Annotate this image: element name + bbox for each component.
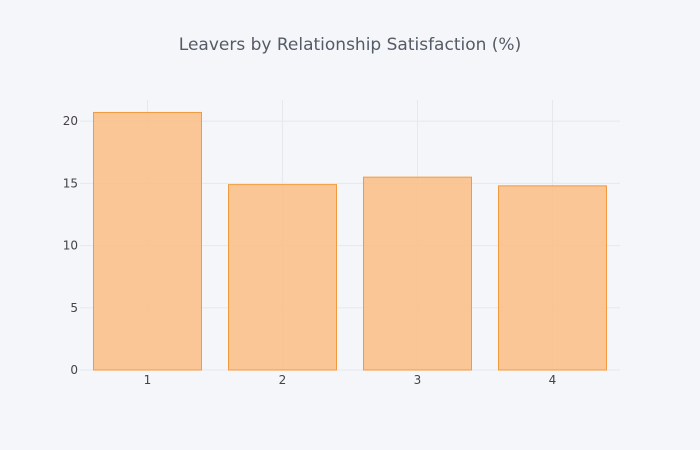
y-tick-label: 5 — [70, 301, 78, 315]
y-tick-label: 10 — [63, 239, 78, 253]
x-tick-label: 1 — [144, 373, 152, 387]
chart-title: Leavers by Relationship Satisfaction (%) — [179, 35, 521, 55]
y-tick-label: 15 — [63, 176, 78, 190]
bar-3[interactable] — [363, 176, 472, 371]
x-axis-tick-labels: 1 2 3 4 — [144, 373, 557, 387]
bars — [93, 111, 607, 371]
bar-2[interactable] — [228, 184, 337, 371]
y-tick-label: 20 — [63, 114, 78, 128]
x-tick-label: 3 — [414, 373, 422, 387]
x-tick-label: 4 — [549, 373, 557, 387]
y-tick-label: 0 — [70, 363, 78, 377]
bar-1[interactable] — [93, 111, 202, 371]
x-tick-label: 2 — [279, 373, 287, 387]
y-axis-tick-labels: 0 5 10 15 20 — [63, 114, 78, 377]
bar-4[interactable] — [498, 185, 607, 371]
